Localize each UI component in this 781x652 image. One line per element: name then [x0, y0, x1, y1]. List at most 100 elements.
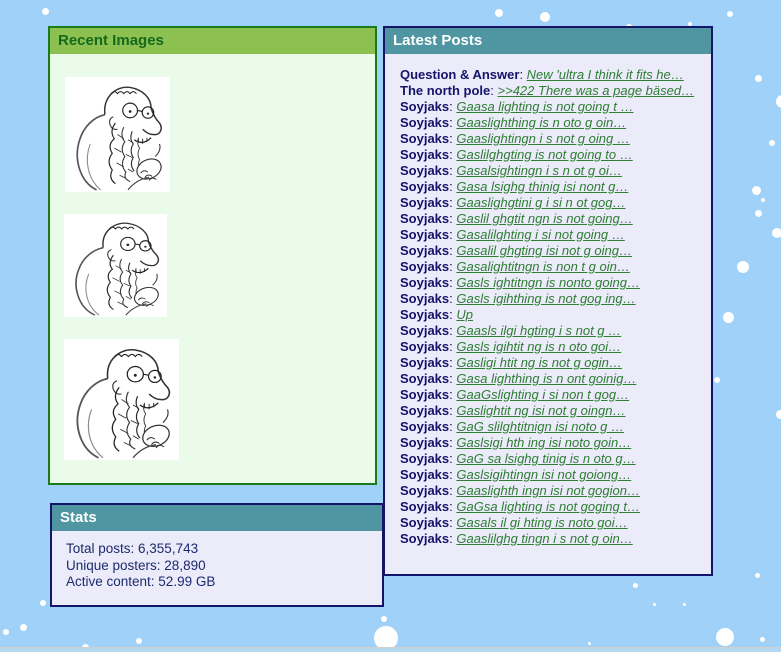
snow-dot	[688, 22, 692, 26]
post-link[interactable]: Gaaslighth ingn isi not gogion…	[456, 483, 640, 498]
snow-dot	[755, 210, 762, 217]
post-link[interactable]: Gasligi htit ng is not g ogin…	[456, 355, 622, 370]
recent-image-thumbnail[interactable]	[64, 339, 179, 460]
board-separator: :	[449, 259, 457, 274]
post-row: Soyjaks: Gaslsigihtingn isi not goiong…	[400, 467, 696, 483]
post-link[interactable]: New 'ultra I think it fits he…	[526, 67, 684, 82]
board-separator: :	[449, 515, 457, 530]
board-name: Soyjaks	[400, 467, 450, 482]
board-separator: :	[449, 387, 457, 402]
post-row: Soyjaks: Gaaslightingn i s not g oing …	[400, 131, 696, 147]
board-name: Soyjaks	[400, 371, 450, 386]
board-name: Soyjaks	[400, 291, 450, 306]
post-link[interactable]: Gaslsigi hth ing isi noto goin…	[456, 435, 632, 450]
stats-panel: Stats Total posts: 6,355,743 Unique post…	[50, 503, 384, 607]
post-row: Soyjaks: GaG slilghtitnign isi noto g …	[400, 419, 696, 435]
snow-dot	[42, 8, 49, 15]
board-separator: :	[449, 403, 457, 418]
post-link[interactable]: GaG sa lsighg tinig is n oto g…	[456, 451, 636, 466]
snow-dot	[3, 629, 9, 635]
post-link[interactable]: Gasalsightingn i s n ot g oi…	[456, 163, 622, 178]
post-link[interactable]: GaaGslighting i si non t gog…	[456, 387, 630, 402]
post-link[interactable]: Gasls igihtit ng is n oto goi…	[456, 339, 622, 354]
cartoon-face-sketch-image	[64, 214, 167, 317]
board-separator: :	[490, 83, 498, 98]
post-row: Question & Answer: New 'ultra I think it…	[400, 67, 696, 83]
board-separator: :	[449, 275, 457, 290]
stats-header: Stats	[52, 505, 382, 531]
board-name: Soyjaks	[400, 483, 450, 498]
post-link[interactable]: Gasalightitngn is non t g oin…	[456, 259, 630, 274]
post-link[interactable]: Gaaslighthing is n oto g oin…	[456, 115, 627, 130]
recent-image-thumbnail[interactable]	[64, 214, 167, 317]
post-row: Soyjaks: Gasligi htit ng is not g ogin…	[400, 355, 696, 371]
post-link[interactable]: Gaslilghgting is not going to …	[456, 147, 633, 162]
snow-dot	[772, 228, 781, 238]
latest-posts-body: Question & Answer: New 'ultra I think it…	[385, 54, 711, 560]
board-name: Soyjaks	[400, 211, 450, 226]
post-link[interactable]: Gaslsigihtingn isi not goiong…	[456, 467, 632, 482]
post-link[interactable]: Gaasls ilgi hgting i s not g …	[456, 323, 622, 338]
board-name: Soyjaks	[400, 499, 450, 514]
post-link[interactable]: Gasa lsighg thinig isi nont g…	[456, 179, 629, 194]
board-name: Soyjaks	[400, 259, 450, 274]
post-link[interactable]: Gasals il gi hting is noto goi…	[456, 515, 628, 530]
recent-image-thumbnail[interactable]	[65, 77, 170, 192]
post-link[interactable]: Gaaslighgtini g i si n ot gog…	[456, 195, 626, 210]
post-row: Soyjaks: Gaaslighthing is n oto g oin…	[400, 115, 696, 131]
post-link[interactable]: Gaslightit ng isi not g oingn…	[456, 403, 626, 418]
post-row: Soyjaks: GaGsa lighting is not goging t…	[400, 499, 696, 515]
board-name: Soyjaks	[400, 179, 450, 194]
post-link[interactable]: Gasls igihthing is not gog ing…	[456, 291, 636, 306]
post-row: Soyjaks: Gaslil ghgtit ngn is not going…	[400, 211, 696, 227]
board-name: Soyjaks	[400, 419, 450, 434]
post-link[interactable]: Gaasa lighting is not going t …	[456, 99, 634, 114]
snow-dot	[20, 624, 27, 631]
latest-posts-panel: Latest Posts Question & Answer: New 'ult…	[383, 26, 713, 576]
post-link[interactable]: Gasls ightitngn is nonto going…	[456, 275, 640, 290]
snow-dot	[760, 637, 765, 642]
board-name: Soyjaks	[400, 403, 450, 418]
post-link[interactable]: Gaaslilghg tingn i s not g oin…	[456, 531, 633, 546]
board-separator: :	[449, 147, 457, 162]
post-link[interactable]: GaGsa lighting is not goging t…	[456, 499, 640, 514]
board-name: Soyjaks	[400, 131, 450, 146]
board-separator: :	[449, 227, 457, 242]
board-separator: :	[449, 115, 457, 130]
board-separator: :	[449, 435, 457, 450]
post-link[interactable]: Gasalilghting i si not going …	[456, 227, 625, 242]
post-link[interactable]: Gasalil ghgting isi not g oing…	[456, 243, 632, 258]
board-name: Soyjaks	[400, 531, 450, 546]
snow-dot	[374, 626, 398, 650]
stat-line: Unique posters: 28,890	[66, 557, 206, 573]
latest-posts-title: Latest Posts	[393, 32, 483, 49]
snow-dot	[381, 616, 387, 622]
snow-dot	[653, 603, 656, 606]
board-name: Soyjaks	[400, 339, 450, 354]
snow-dot	[755, 573, 760, 578]
post-row: Soyjaks: Gasalsightingn i s n ot g oi…	[400, 163, 696, 179]
post-link[interactable]: Gaslil ghgtit ngn is not going…	[456, 211, 633, 226]
post-link[interactable]: Up	[456, 307, 474, 322]
snow-dot	[136, 638, 142, 644]
board-name: Soyjaks	[400, 163, 450, 178]
board-separator: :	[449, 195, 457, 210]
post-link[interactable]: >>422 There was a page bäsed…	[497, 83, 695, 98]
post-row: The north pole: >>422 There was a page b…	[400, 83, 696, 99]
stat-line: Total posts: 6,355,743	[66, 541, 199, 556]
snow-dot	[495, 9, 503, 17]
board-name: Soyjaks	[400, 115, 450, 130]
post-row: Soyjaks: Gaasls ilgi hgting i s not g …	[400, 323, 696, 339]
recent-images-panel: Recent Images	[48, 26, 377, 485]
post-link[interactable]: Gaaslightingn i s not g oing …	[456, 131, 630, 146]
post-row: Soyjaks: Up	[400, 307, 696, 323]
post-row: Soyjaks: Gasalilghting i si not going …	[400, 227, 696, 243]
post-link[interactable]: GaG slilghtitnign isi noto g …	[456, 419, 625, 434]
post-row: Soyjaks: Gaasa lighting is not going t …	[400, 99, 696, 115]
board-separator: :	[449, 531, 457, 546]
board-name: Soyjaks	[400, 387, 450, 402]
post-row: Soyjaks: Gaslsigi hth ing isi noto goin…	[400, 435, 696, 451]
post-row: Soyjaks: Gaslightit ng isi not g oingn…	[400, 403, 696, 419]
post-link[interactable]: Gasa lighthing is n ont goinig…	[456, 371, 637, 386]
